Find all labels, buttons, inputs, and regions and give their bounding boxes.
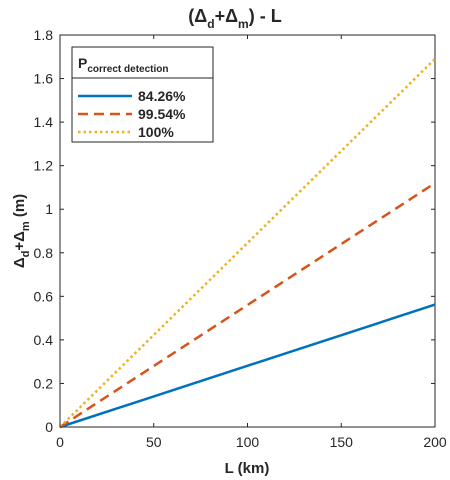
legend-entries: 84.26% 99.54% 100% (78, 88, 186, 140)
y-tick-label: 0.2 (34, 375, 54, 391)
legend-title-main: P (78, 55, 87, 71)
y-tick-label: 0.8 (34, 245, 54, 261)
legend-label-1: 84.26% (138, 88, 186, 104)
y-tick-label: 0 (45, 419, 53, 435)
chart-title-part: (Δ (188, 6, 207, 26)
legend-title: Pcorrect detection (78, 55, 168, 75)
y-axis-label-part: Δ (11, 257, 28, 268)
y-axis-label-part: (m) (11, 194, 28, 222)
chart-title-subscript: m (238, 17, 249, 31)
y-tick-label: 1.4 (34, 114, 54, 130)
series-line-1 (59, 303, 436, 429)
y-tick-label: 0.6 (34, 288, 54, 304)
y-tick-label: 0.4 (34, 332, 54, 348)
x-tick-label: 0 (56, 434, 64, 450)
y-tick-label: 1.8 (34, 27, 54, 43)
y-axis-label-part: +Δ (11, 231, 28, 251)
x-axis-label: L (km) (225, 460, 270, 477)
y-axis-label: Δd+Δm (m) (11, 194, 32, 268)
x-tick-label: 200 (423, 434, 447, 450)
y-axis-label-subscript: m (20, 221, 32, 231)
x-tick-label: 50 (146, 434, 162, 450)
legend-label-3: 100% (138, 124, 174, 140)
chart-title: (Δd+Δm) - L (188, 6, 281, 31)
tick-layer: 0 50 100 150 200 0 0.2 0.4 0.6 0.8 1 1.2 1.4 1.6 1.8 (34, 27, 447, 450)
legend: Pcorrect detection 84.26% 99.54% 100% (71, 46, 214, 143)
y-tick-label: 1.6 (34, 71, 54, 87)
x-tick-label: 150 (330, 434, 354, 450)
y-tick-label: 1 (45, 201, 53, 217)
chart-title-part: +Δ (215, 6, 239, 26)
legend-label-2: 99.54% (138, 106, 186, 122)
y-tick-label: 1.2 (34, 158, 54, 174)
chart-title-part: ) - L (249, 6, 282, 26)
series-line-2 (59, 182, 436, 429)
x-tick-label: 100 (236, 434, 260, 450)
chart-title-subscript: d (207, 17, 214, 31)
y-axis-label-subscript: d (20, 251, 32, 258)
series-layer (59, 58, 436, 429)
legend-box (71, 46, 214, 143)
legend-title-subscript: correct detection (87, 64, 168, 75)
